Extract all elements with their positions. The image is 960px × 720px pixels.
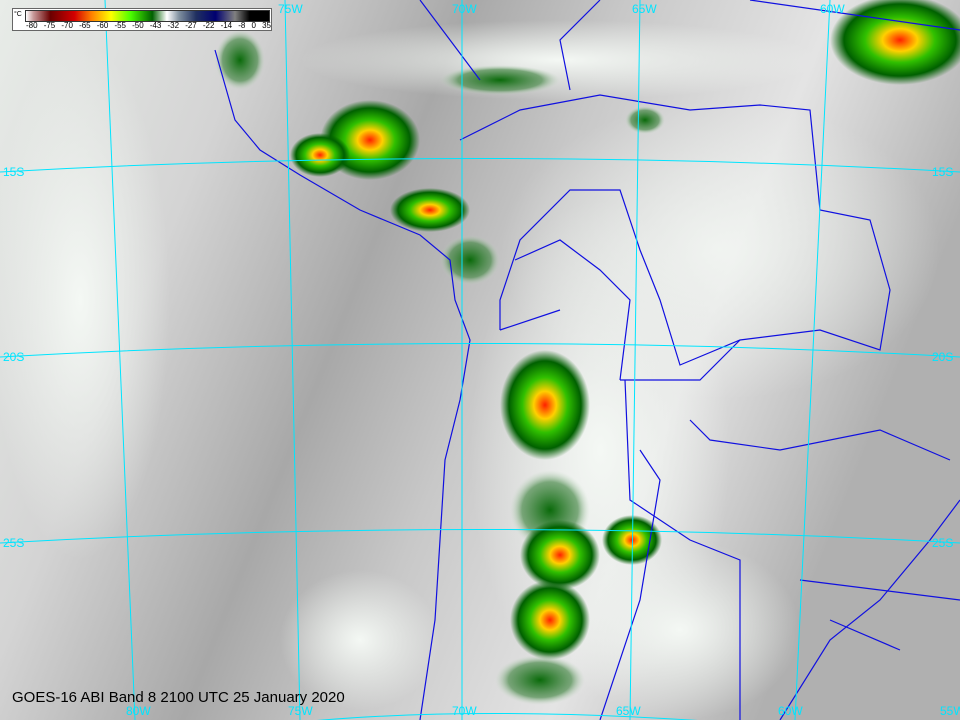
colorbar-tick: -80 <box>26 21 38 30</box>
grid-label-bottom-60w: 60W <box>778 704 803 718</box>
grid-label-right-20s: 20S <box>932 350 954 364</box>
grid-label-bottom-75w: 75W <box>288 704 313 718</box>
temperature-colorbar: °C -80 -75 -70 -65 -60 -55 -50 -43 -32 -… <box>12 8 272 31</box>
colorbar-tick: -75 <box>43 21 56 30</box>
grid-label-left-25s: 25S <box>3 536 25 550</box>
grid-label-left-15s: 15S <box>3 165 25 179</box>
colorbar-ticks: -80 -75 -70 -65 -60 -55 -50 -43 -32 -27 … <box>26 21 271 30</box>
colorbar-tick: -60 <box>96 21 109 30</box>
political-borders <box>214 0 960 720</box>
grid-label-top-75w: 75W <box>278 2 303 16</box>
colorbar-tick: -43 <box>149 21 162 30</box>
grid-label-bottom-70w: 70W <box>452 704 477 718</box>
grid-label-right-15s: 15S <box>932 165 954 179</box>
grid-label-bottom-65w: 65W <box>616 704 641 718</box>
grid-label-top-60w: 60W <box>820 2 845 16</box>
grid-label-left-20s: 20S <box>3 350 25 364</box>
grid-label-bottom-80w: 80W <box>126 704 151 718</box>
colorbar-tick: 0 <box>251 21 256 30</box>
colorbar-tick: -22 <box>202 21 215 30</box>
colorbar-tick: -65 <box>79 21 91 30</box>
colorbar-tick: -8 <box>238 21 246 30</box>
colorbar-tick: -32 <box>167 21 180 30</box>
colorbar-tick: -27 <box>185 21 197 30</box>
colorbar-tick: -14 <box>220 21 233 30</box>
grid-label-top-65w: 65W <box>632 2 657 16</box>
colorbar-tick: -55 <box>114 21 126 30</box>
grid-label-bottom-55w: 55W <box>940 704 960 718</box>
convective-clouds <box>215 0 960 705</box>
colorbar-tick: -50 <box>132 21 144 30</box>
colorbar-unit: °C <box>14 11 22 18</box>
colorbar-tick: 35 <box>262 21 271 30</box>
colorbar-tick: -70 <box>61 21 73 30</box>
colorbar-gradient <box>25 10 270 22</box>
image-caption: GOES-16 ABI Band 8 2100 UTC 25 January 2… <box>12 689 345 706</box>
grid-label-top-70w: 70W <box>452 2 477 16</box>
grid-label-right-25s: 25S <box>932 536 954 550</box>
